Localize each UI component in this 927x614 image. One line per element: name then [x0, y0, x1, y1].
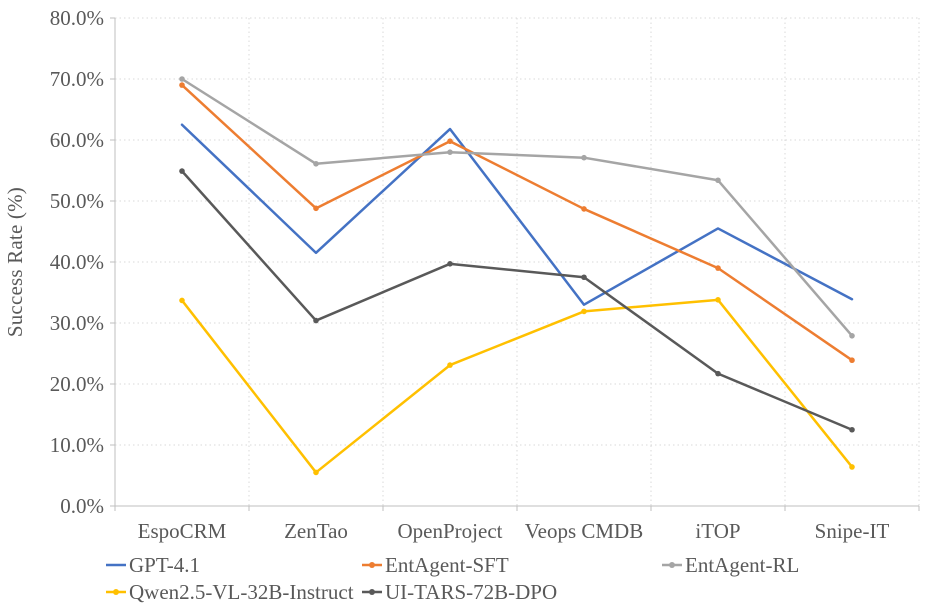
series-line-entagent-rl [180, 77, 854, 338]
y-tick-label: 50.0% [50, 189, 104, 213]
legend-label-entagent-rl: EntAgent-RL [685, 553, 799, 577]
data-point-ui-tars-72b-dpo-snipe-it [849, 426, 855, 433]
data-point-entagent-rl-zentao [313, 160, 319, 167]
data-point-ui-tars-72b-dpo-openproject [447, 261, 453, 267]
x-category-label-zentao: ZenTao [284, 519, 348, 543]
legend-marker-qwen2-5-vl-32b-instruct [113, 589, 119, 595]
data-point-entagent-rl-itop [715, 177, 721, 184]
data-point-qwen2-5-vl-32b-instruct-openproject [447, 362, 453, 368]
legend-label-qwen2-5-vl-32b-instruct: Qwen2.5-VL-32B-Instruct [129, 580, 354, 604]
data-point-entagent-rl-espocrm [179, 76, 185, 82]
data-point-entagent-sft-openproject [447, 138, 453, 145]
x-category-label-espocrm: EspoCRM [138, 519, 227, 543]
x-category-label-veops-cmdb: Veops CMDB [525, 519, 643, 543]
legend-label-gpt-4-1: GPT-4.1 [129, 553, 200, 577]
data-point-qwen2-5-vl-32b-instruct-espocrm [179, 297, 185, 304]
legend-item-qwen2-5-vl-32b-instruct: Qwen2.5-VL-32B-Instruct [106, 580, 354, 604]
data-point-entagent-sft-zentao [313, 205, 319, 212]
legend-item-entagent-sft: EntAgent-SFT [362, 553, 509, 577]
legend-item-ui-tars-72b-dpo: UI-TARS-72B-DPO [362, 580, 557, 604]
y-tick-label: 80.0% [50, 6, 104, 30]
legend-marker-ui-tars-72b-dpo [369, 589, 375, 595]
y-tick-label: 70.0% [50, 67, 104, 91]
y-tick-label: 0.0% [60, 494, 104, 518]
data-point-qwen2-5-vl-32b-instruct-itop [715, 297, 721, 303]
data-point-ui-tars-72b-dpo-veops-cmdb [581, 274, 587, 281]
y-tick-label: 60.0% [50, 128, 104, 152]
y-tick-label: 20.0% [50, 372, 104, 396]
legend-marker-entagent-sft [369, 562, 375, 568]
data-point-entagent-rl-openproject [447, 149, 453, 155]
legend-item-entagent-rl: EntAgent-RL [662, 553, 799, 577]
data-point-entagent-sft-espocrm [179, 82, 185, 88]
y-tick-label: 30.0% [50, 311, 104, 335]
legend-marker-entagent-rl [669, 562, 675, 568]
data-point-qwen2-5-vl-32b-instruct-snipe-it [849, 464, 855, 470]
series-line-gpt-4-1 [180, 123, 854, 306]
data-point-ui-tars-72b-dpo-itop [715, 370, 721, 377]
data-point-entagent-sft-veops-cmdb [581, 206, 587, 212]
legend-item-gpt-4-1: GPT-4.1 [106, 553, 200, 577]
x-category-label-snipe-it: Snipe-IT [815, 519, 890, 543]
data-point-ui-tars-72b-dpo-espocrm [179, 168, 185, 174]
legend-label-entagent-sft: EntAgent-SFT [385, 553, 509, 577]
data-point-entagent-rl-snipe-it [849, 333, 855, 339]
series-line-entagent-sft [180, 83, 854, 362]
y-tick-label: 10.0% [50, 433, 104, 457]
y-tick-label: 40.0% [50, 250, 104, 274]
data-point-qwen2-5-vl-32b-instruct-veops-cmdb [581, 308, 587, 315]
y-axis-title: Success Rate (%) [2, 186, 27, 338]
x-category-label-itop: iTOP [695, 519, 740, 543]
legend-label-ui-tars-72b-dpo: UI-TARS-72B-DPO [385, 580, 557, 604]
data-point-entagent-rl-veops-cmdb [581, 154, 587, 161]
data-point-ui-tars-72b-dpo-zentao [313, 317, 319, 324]
data-point-entagent-sft-snipe-it [849, 357, 855, 364]
series-line-qwen2-5-vl-32b-instruct [180, 298, 854, 474]
x-category-label-openproject: OpenProject [398, 519, 503, 543]
series-line-ui-tars-72b-dpo [180, 169, 854, 431]
y-axis-title-wrap: Success Rate (%) [2, 0, 28, 524]
data-point-entagent-sft-itop [715, 265, 721, 271]
data-point-qwen2-5-vl-32b-instruct-zentao [313, 469, 319, 476]
